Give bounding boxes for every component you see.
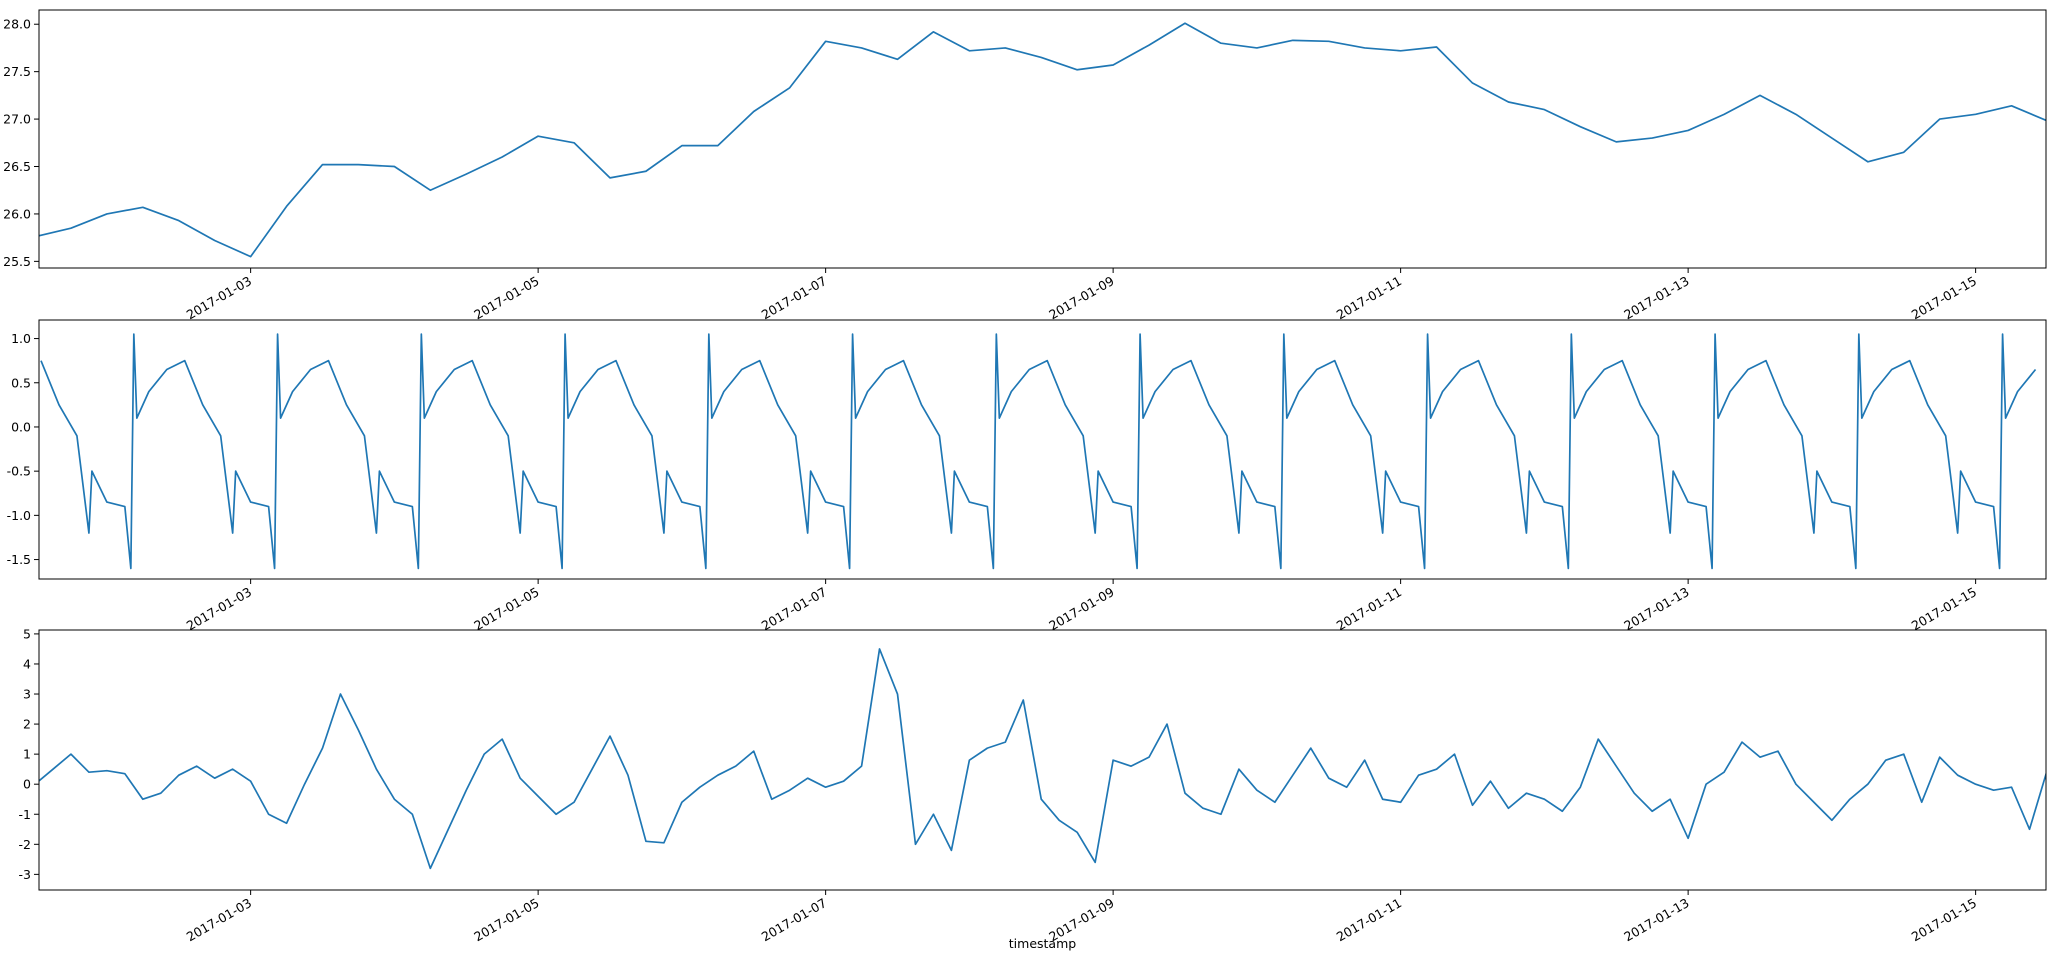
y-tick-label: 27.5 bbox=[3, 64, 31, 79]
x-tick-label: 2017-01-05 bbox=[471, 895, 541, 944]
y-tick-label: 5 bbox=[23, 626, 31, 641]
x-tick-label: 2017-01-11 bbox=[1334, 273, 1404, 322]
data-line bbox=[39, 22, 2046, 258]
y-tick-label: 28.0 bbox=[3, 17, 31, 32]
x-tick-label: 2017-01-09 bbox=[1046, 273, 1116, 322]
y-tick-label: 2 bbox=[23, 717, 31, 732]
x-axis-label: timestamp bbox=[1009, 936, 1076, 951]
y-tick-label: -1.5 bbox=[7, 552, 31, 567]
x-tick-label: 2017-01-07 bbox=[759, 273, 829, 322]
data-line bbox=[39, 648, 2046, 870]
y-tick-label: 3 bbox=[23, 687, 31, 702]
x-tick-label: 2017-01-13 bbox=[1621, 895, 1691, 944]
data-line bbox=[40, 333, 2037, 570]
y-tick-label: 27.0 bbox=[3, 112, 31, 127]
y-tick-label: -2 bbox=[19, 837, 31, 852]
axes-frame bbox=[38, 9, 2047, 269]
x-tick-label: 2017-01-07 bbox=[759, 584, 829, 633]
y-tick-label: 0.0 bbox=[11, 419, 31, 434]
y-tick-label: 0.5 bbox=[11, 375, 31, 390]
y-tick-label: -1 bbox=[19, 807, 31, 822]
x-tick-label: 2017-01-09 bbox=[1046, 584, 1116, 633]
x-tick-label: 2017-01-07 bbox=[759, 895, 829, 944]
x-tick-label: 2017-01-05 bbox=[471, 273, 541, 322]
y-tick-label: 25.5 bbox=[3, 254, 31, 269]
y-tick-label: 4 bbox=[23, 656, 31, 671]
y-tick-label: 0 bbox=[23, 777, 31, 792]
y-tick-label: 1.0 bbox=[11, 331, 31, 346]
axes-frame bbox=[38, 629, 2047, 891]
y-tick-label: -3 bbox=[19, 867, 31, 882]
y-tick-label: -1.0 bbox=[7, 508, 31, 523]
x-tick-label: 2017-01-15 bbox=[1909, 895, 1979, 944]
y-tick-label: 26.5 bbox=[3, 159, 31, 174]
x-tick-label: 2017-01-11 bbox=[1334, 895, 1404, 944]
x-tick-label: 2017-01-03 bbox=[184, 584, 254, 633]
x-tick-label: 2017-01-11 bbox=[1334, 584, 1404, 633]
y-tick-label: -0.5 bbox=[7, 464, 31, 479]
x-tick-label: 2017-01-03 bbox=[184, 895, 254, 944]
x-tick-label: 2017-01-03 bbox=[184, 273, 254, 322]
x-tick-label: 2017-01-15 bbox=[1909, 273, 1979, 322]
axes-frame bbox=[38, 319, 2047, 580]
x-tick-label: 2017-01-13 bbox=[1621, 584, 1691, 633]
x-tick-label: 2017-01-13 bbox=[1621, 273, 1691, 322]
x-tick-label: 2017-01-15 bbox=[1909, 584, 1979, 633]
x-tick-label: 2017-01-05 bbox=[471, 584, 541, 633]
y-tick-label: 26.0 bbox=[3, 206, 31, 221]
y-tick-label: 1 bbox=[23, 747, 31, 762]
